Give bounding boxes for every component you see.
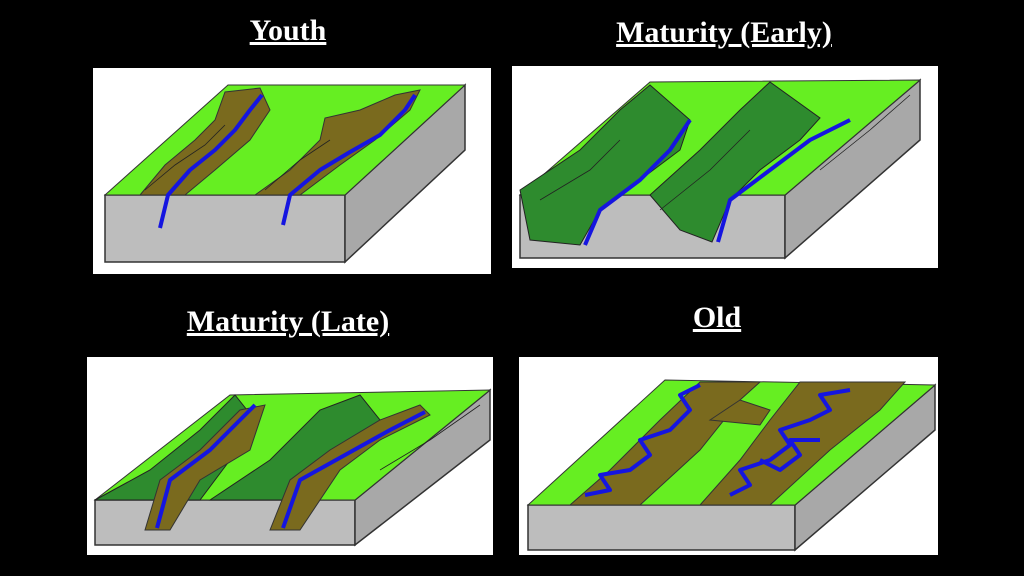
maturity-early-illustration [512, 66, 938, 268]
panel-title: Old [693, 301, 742, 334]
panel-title: Youth [250, 14, 327, 47]
panel-title: Maturity (Early) [616, 16, 832, 49]
panel-title: Maturity (Late) [187, 305, 389, 338]
maturity-late-illustration [87, 357, 493, 555]
youth-illustration [93, 68, 491, 274]
old-illustration [519, 357, 938, 555]
